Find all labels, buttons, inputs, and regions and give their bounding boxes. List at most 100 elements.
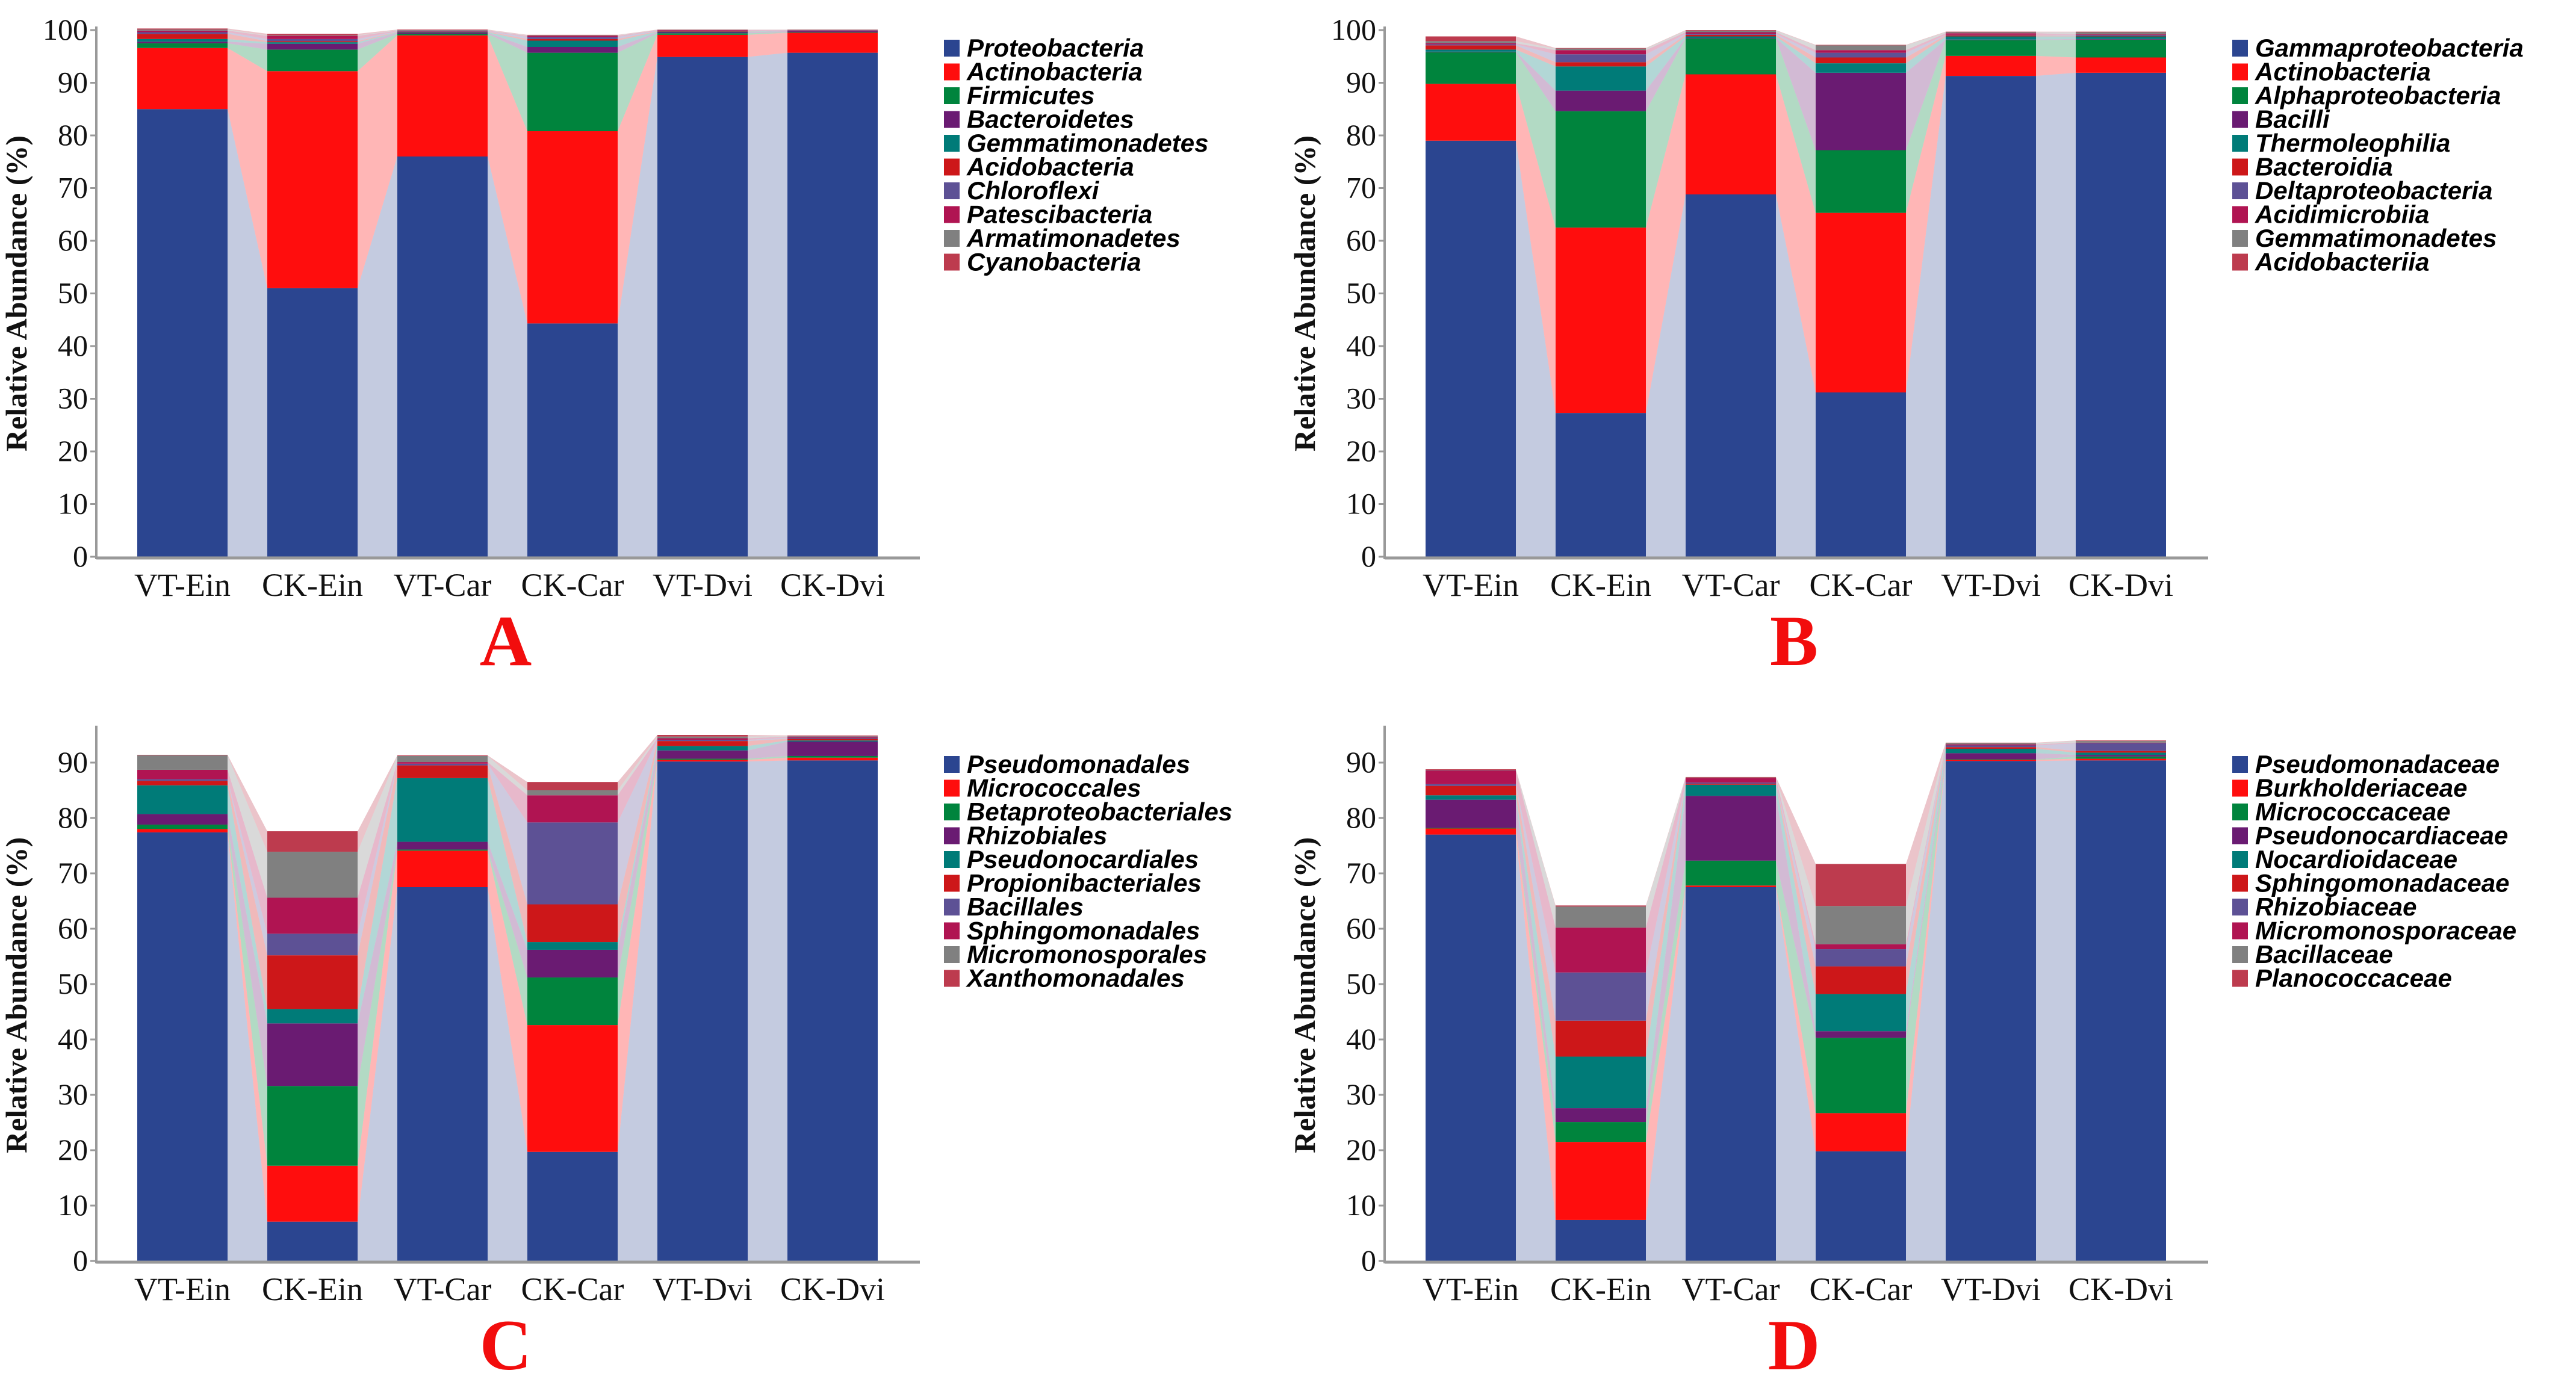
y-tick-label: 70 (58, 856, 88, 890)
bar-segment (1426, 835, 1516, 1261)
bar-segment (137, 770, 228, 779)
bar-segment (527, 53, 618, 131)
bar-segment (1686, 34, 1776, 35)
bar-segment (1946, 749, 2036, 753)
bar-segment (1556, 228, 1646, 413)
y-tick-label: 10 (58, 487, 88, 521)
bar-segment (267, 71, 358, 288)
bar-segment (2076, 752, 2166, 755)
bar-segment (137, 43, 228, 48)
y-axis-label: Relative Abundance (%) (0, 837, 33, 1153)
bar-segment (1946, 760, 2036, 761)
bar-segment (267, 955, 358, 1009)
y-axis-label: Relative Abundance (%) (1288, 135, 1321, 451)
bar-segment (1946, 747, 2036, 749)
bar-segment (137, 832, 228, 1261)
bar-segment (1686, 785, 1776, 796)
bar-segment (1946, 36, 2036, 37)
bar-segment (1686, 75, 1776, 195)
bar-segment (1816, 213, 1906, 392)
y-tick-label: 70 (1346, 856, 1376, 890)
bar-segment (2076, 40, 2166, 58)
bar-segment (137, 829, 228, 832)
bar-segment (397, 30, 488, 31)
bar-segment (1816, 1031, 1906, 1038)
bar-segment (1816, 63, 1906, 73)
legend-swatch (944, 923, 960, 940)
legend-swatch (2232, 159, 2248, 176)
bar-segment (2076, 58, 2166, 73)
bar-segment (137, 825, 228, 829)
panel-label: D (1768, 1305, 1820, 1385)
bar-segment (1556, 1142, 1646, 1220)
bar-segment (137, 39, 228, 42)
flow-connector (2036, 40, 2076, 58)
x-tick-label: CK-Ein (262, 567, 363, 603)
y-tick-label: 50 (58, 967, 88, 1000)
bar-segment (1686, 39, 1776, 75)
bar-segment (2076, 39, 2166, 40)
bar-segment (527, 950, 618, 977)
bar-segment (397, 778, 488, 842)
y-tick-label: 90 (1346, 745, 1376, 779)
y-tick-label: 20 (1346, 434, 1376, 468)
bar-segment (137, 779, 228, 781)
flow-connector (2036, 37, 2076, 40)
bar-segment (527, 782, 618, 790)
bar-segment (1816, 50, 1906, 52)
bar-segment (1816, 150, 1906, 213)
bar-segment (1946, 745, 2036, 746)
bar-segment (1686, 796, 1776, 861)
bar-segment (1556, 973, 1646, 1021)
bar-segment (2076, 34, 2166, 35)
bar-segment (1686, 194, 1776, 557)
bar-segment (1556, 928, 1646, 973)
bar-segment (1426, 828, 1516, 829)
legend-swatch (2232, 40, 2248, 57)
legend-swatch (2232, 970, 2248, 987)
y-tick-label: 30 (1346, 1077, 1376, 1111)
panel-label: B (1770, 601, 1818, 681)
bar-segment (527, 905, 618, 943)
legend-swatch (944, 254, 960, 271)
x-tick-label: CK-Car (1810, 1271, 1913, 1307)
y-tick-label: 90 (1346, 66, 1376, 99)
legend-swatch (944, 111, 960, 128)
x-tick-label: CK-Car (1810, 567, 1913, 603)
bar-segment (137, 33, 228, 34)
bar-segment (267, 44, 358, 50)
legend-swatch (944, 206, 960, 223)
bar-segment (1426, 770, 1516, 784)
legend-label: Acidobacteriia (2255, 248, 2429, 276)
bar-segment (137, 31, 228, 33)
legend-swatch (2232, 899, 2248, 915)
bar-segment (1426, 828, 1516, 834)
legend-swatch (944, 40, 960, 57)
bar-segment (1426, 49, 1516, 52)
bar-segment (267, 49, 358, 71)
bar-segment (787, 756, 878, 758)
bar-segment (1816, 1113, 1906, 1151)
legend-swatch (2232, 135, 2248, 152)
bar-segment (787, 740, 878, 742)
bar-segment (657, 737, 748, 739)
bar-segment (527, 977, 618, 1025)
x-tick-label: CK-Car (521, 1271, 624, 1307)
bar-segment (267, 41, 358, 42)
legend-swatch (2232, 182, 2248, 199)
bar-segment (657, 746, 748, 750)
bar-segment (1816, 944, 1906, 949)
y-tick-label: 30 (58, 1077, 88, 1111)
bar-segment (1686, 782, 1776, 784)
bar-segment (397, 842, 488, 850)
x-tick-label: VT-Dvi (653, 567, 753, 603)
legend-swatch (2232, 756, 2248, 773)
bar-segment (1556, 1220, 1646, 1261)
legend-swatch (944, 87, 960, 104)
bar-segment (1686, 861, 1776, 885)
bar-segment (527, 35, 618, 36)
bar-segment (1686, 33, 1776, 34)
